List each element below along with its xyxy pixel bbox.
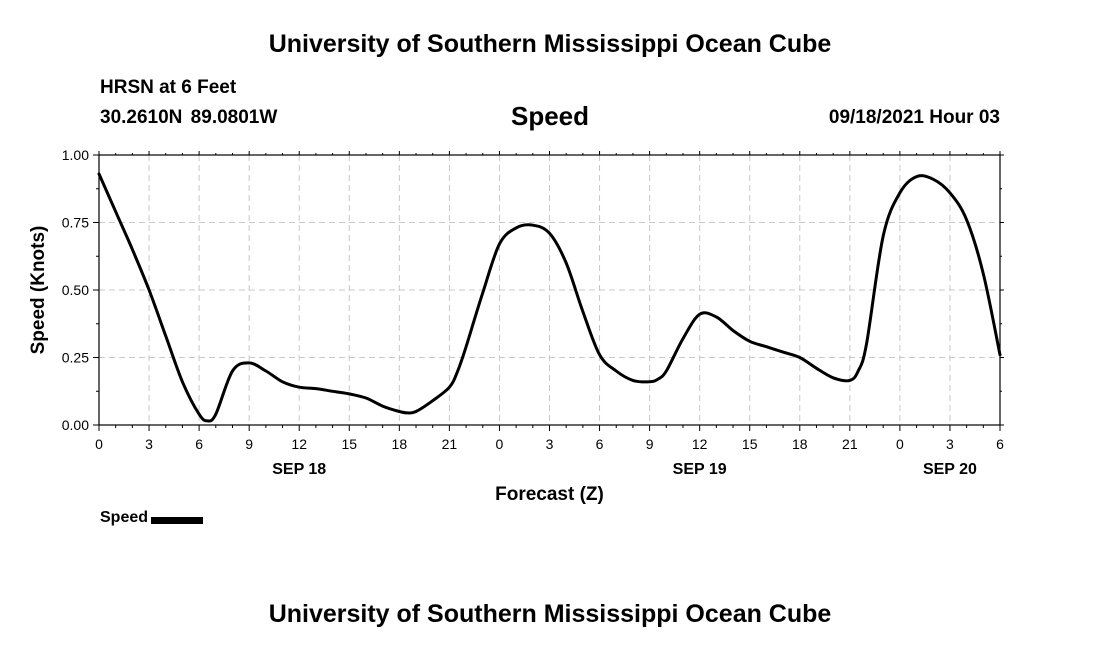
x-tick-label: 21: [442, 436, 458, 452]
station-label: HRSN at 6 Feet: [100, 77, 237, 98]
x-tick-label: 9: [646, 436, 654, 452]
x-tick-label: 15: [341, 436, 357, 452]
x-tick-label: 6: [596, 436, 604, 452]
speed-series-line: [97, 172, 1002, 423]
page-title: University of Southern Mississippi Ocean…: [268, 30, 832, 58]
chart-grid: [99, 155, 1000, 425]
date-label: SEP 19: [673, 461, 727, 478]
x-tick-label: 3: [946, 436, 954, 452]
date-label: SEP 18: [272, 461, 326, 478]
x-tick-label: 12: [692, 436, 708, 452]
x-tick-label: 18: [392, 436, 408, 452]
x-tick-label: 0: [896, 436, 904, 452]
x-tick-label: 0: [95, 436, 103, 452]
x-tick-label: 21: [842, 436, 858, 452]
forecast-datetime: 09/18/2021 Hour 03: [828, 107, 1000, 128]
x-tick-label: 18: [792, 436, 808, 452]
axis-ticks: [93, 151, 1004, 431]
x-tick-label: 15: [742, 436, 758, 452]
x-tick-label: 3: [145, 436, 153, 452]
legend-label: Speed: [100, 509, 149, 526]
y-tick-label: 1.00: [62, 147, 89, 163]
x-tick-label: 0: [496, 436, 504, 452]
x-axis-label: Forecast (Z): [495, 484, 604, 505]
x-tick-label: 9: [245, 436, 253, 452]
x-tick-label: 6: [195, 436, 203, 452]
y-axis-label: Speed (Knots): [28, 226, 49, 355]
y-tick-label: 0.75: [62, 215, 89, 231]
y-tick-label: 0.50: [62, 282, 89, 298]
date-label: SEP 20: [923, 461, 977, 478]
x-tick-label: 6: [996, 436, 1004, 452]
axis-labels: 0 3 6 9 12 15 18 21 0 3 6 9 12 15 18 21 0 3 6 0.00 0.25 0.50 0…: [62, 147, 1004, 478]
x-tick-label: 3: [546, 436, 554, 452]
legend-swatch: [151, 516, 204, 524]
station-coordinates: 30.2610N 89.0801W: [100, 107, 278, 128]
chart-title: Speed: [510, 101, 590, 131]
y-tick-label: 0.25: [62, 350, 89, 366]
x-tick-label: 12: [291, 436, 307, 452]
y-tick-label: 0.00: [62, 417, 89, 433]
footer-title: University of Southern Mississippi Ocean…: [268, 600, 832, 628]
chart-legend: Speed: [100, 509, 204, 527]
